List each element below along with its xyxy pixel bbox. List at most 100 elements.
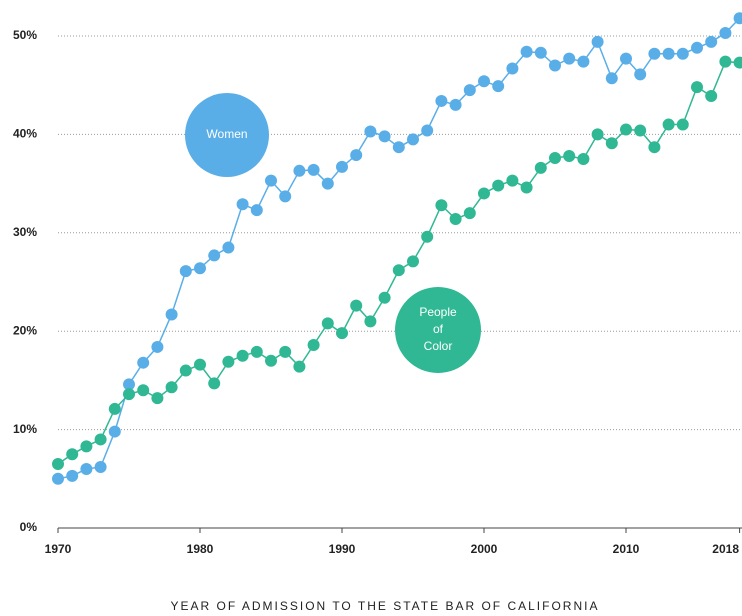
x-tick-label: 2000 <box>471 542 498 556</box>
point <box>80 440 93 453</box>
point <box>691 81 703 94</box>
point <box>620 123 632 136</box>
point <box>577 55 590 68</box>
point <box>634 68 647 81</box>
point <box>123 378 135 391</box>
point <box>648 47 661 60</box>
point <box>492 80 505 93</box>
point <box>563 52 576 65</box>
point <box>506 174 519 187</box>
point <box>279 345 292 358</box>
point <box>236 349 249 362</box>
point <box>378 130 391 143</box>
point <box>66 448 79 461</box>
point <box>208 377 221 390</box>
point <box>449 213 462 226</box>
point <box>364 125 377 138</box>
point <box>350 149 363 162</box>
point <box>321 317 334 330</box>
point <box>549 152 561 165</box>
point <box>137 356 150 369</box>
legend-label: Women <box>206 127 247 141</box>
point <box>605 72 618 85</box>
point <box>620 52 632 65</box>
legend-bubble <box>395 287 481 373</box>
point <box>705 90 718 103</box>
point <box>66 469 79 482</box>
series-line <box>57 17 741 480</box>
point <box>478 187 490 200</box>
x-tick-label: 1980 <box>187 542 214 556</box>
point <box>165 308 178 321</box>
point <box>94 433 107 446</box>
point <box>719 55 732 68</box>
point <box>577 153 590 165</box>
point <box>634 124 647 137</box>
point <box>108 402 121 415</box>
point <box>151 340 164 353</box>
point <box>265 354 277 367</box>
point <box>94 460 107 473</box>
y-tick-label: 40% <box>13 127 37 141</box>
point <box>307 338 320 351</box>
point <box>52 458 64 471</box>
point <box>151 392 164 405</box>
point <box>250 204 263 217</box>
point <box>179 364 192 377</box>
point <box>676 47 689 60</box>
x-axis-title: YEAR OF ADMISSION TO THE STATE BAR OF CA… <box>171 599 600 613</box>
x-tick-label: 2010 <box>613 542 640 556</box>
point <box>733 12 742 25</box>
point <box>392 264 405 277</box>
point <box>648 141 661 154</box>
x-tick-label: 1990 <box>329 542 356 556</box>
x-tick-label: 2018 <box>712 542 739 556</box>
point <box>662 118 675 131</box>
point <box>605 137 618 150</box>
point <box>336 327 348 340</box>
point <box>378 291 391 304</box>
point <box>676 118 689 131</box>
point <box>123 388 135 401</box>
point <box>591 128 604 141</box>
point <box>222 355 235 368</box>
point <box>165 381 178 394</box>
point <box>435 94 448 107</box>
point <box>236 198 249 211</box>
point <box>137 384 150 397</box>
point <box>336 160 348 173</box>
point <box>534 46 547 59</box>
point <box>80 462 93 475</box>
y-tick-label: 30% <box>13 225 37 239</box>
x-tick-label: 1970 <box>45 542 72 556</box>
point <box>591 35 604 48</box>
point <box>506 62 519 75</box>
y-tick-label: 0% <box>20 520 38 534</box>
point <box>549 59 561 72</box>
legend-label: People of Color <box>419 305 457 353</box>
point <box>463 84 476 97</box>
point <box>520 181 533 194</box>
point <box>520 45 533 58</box>
point <box>662 47 675 60</box>
point <box>307 163 320 176</box>
point <box>705 35 718 48</box>
point <box>492 179 505 192</box>
point <box>407 255 419 268</box>
point <box>392 141 405 154</box>
point <box>250 345 263 358</box>
point <box>421 230 434 243</box>
point <box>265 174 277 187</box>
point <box>364 315 377 328</box>
y-tick-label: 10% <box>13 422 37 436</box>
legend-bubble <box>185 93 269 177</box>
series-line <box>57 60 740 465</box>
point <box>733 56 742 69</box>
point <box>350 299 363 312</box>
y-tick-label: 50% <box>13 28 37 42</box>
point <box>435 199 448 212</box>
point <box>478 75 490 88</box>
point <box>321 177 334 190</box>
point <box>279 190 292 203</box>
